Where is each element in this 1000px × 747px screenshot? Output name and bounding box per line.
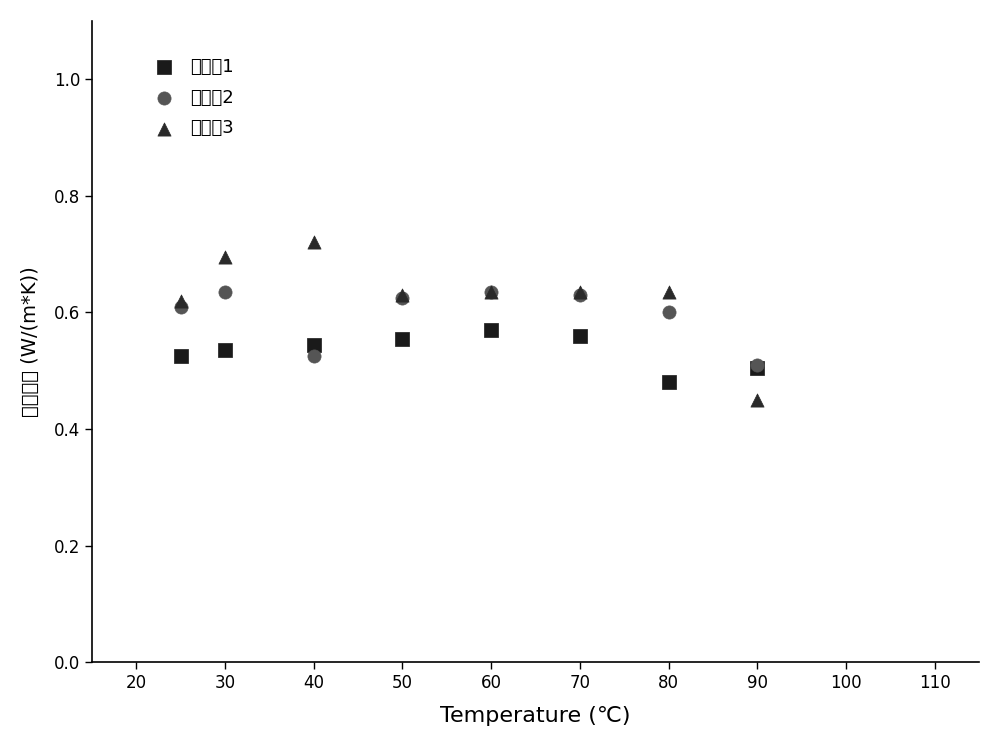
实施例1	[483, 324, 499, 336]
Legend: 实施例1, 实施例2, 实施例3: 实施例1, 实施例2, 实施例3	[136, 49, 243, 146]
实施例2	[217, 286, 233, 298]
实施例2	[173, 301, 189, 313]
Y-axis label: 导热系数 (W/(m*K)): 导热系数 (W/(m*K))	[21, 266, 40, 417]
实施例3	[572, 286, 588, 298]
实施例2	[661, 306, 677, 318]
X-axis label: Temperature (℃): Temperature (℃)	[440, 706, 631, 726]
实施例3	[483, 286, 499, 298]
实施例2	[749, 359, 765, 371]
实施例3	[661, 286, 677, 298]
实施例1	[749, 362, 765, 374]
实施例1	[572, 330, 588, 342]
实施例1	[661, 376, 677, 388]
实施例3	[394, 289, 410, 301]
实施例1	[306, 338, 322, 350]
实施例2	[394, 292, 410, 304]
实施例3	[306, 237, 322, 249]
实施例2	[572, 289, 588, 301]
实施例2	[483, 286, 499, 298]
实施例2	[306, 350, 322, 362]
实施例3	[217, 251, 233, 263]
实施例3	[749, 394, 765, 406]
实施例1	[217, 344, 233, 356]
实施例1	[173, 350, 189, 362]
实施例3	[173, 295, 189, 307]
实施例1	[394, 332, 410, 344]
